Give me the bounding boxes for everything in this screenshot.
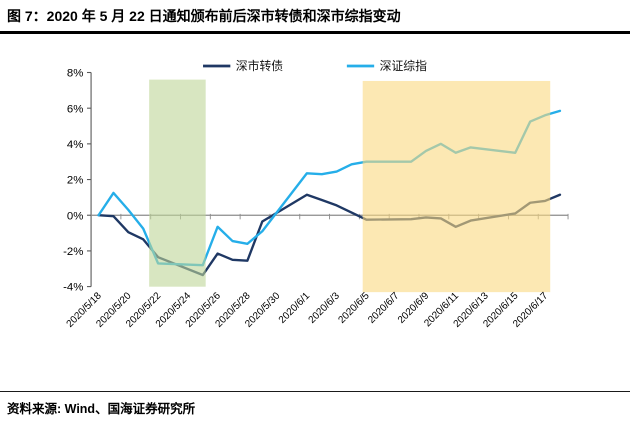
y-tick-label: 4% <box>67 139 83 151</box>
y-tick-label: 2% <box>67 175 83 187</box>
x-tick-label: 2020/6/1 <box>277 290 313 326</box>
x-tick-label: 2020/6/7 <box>366 290 402 326</box>
post-notice-highlight <box>362 80 551 293</box>
y-tick-label: 0% <box>67 210 83 222</box>
y-tick-label: -2% <box>63 246 83 258</box>
shenzhen-convertible-bond-legend-label: 深市转债 <box>236 59 283 73</box>
y-tick-label: 8% <box>67 68 83 80</box>
footer-rule <box>0 391 630 392</box>
y-tick-label: 6% <box>67 103 83 115</box>
shenzhen-composite-index-legend-label: 深证综指 <box>380 59 427 73</box>
title-rule <box>0 31 630 34</box>
x-tick-label: 2020/6/3 <box>307 290 343 326</box>
x-tick-label: 2020/6/5 <box>336 290 372 326</box>
figure-title: 图 7：2020 年 5 月 22 日通知颁布前后深市转债和深市综指变动 <box>7 8 401 24</box>
notice-window-highlight <box>149 79 206 287</box>
line-chart: 8%6%4%2%0%-2%-4%2020/5/182020/5/202020/5… <box>63 59 569 330</box>
source-note: 资料来源: Wind、国海证券研究所 <box>7 402 196 416</box>
y-tick-label: -4% <box>63 282 83 294</box>
